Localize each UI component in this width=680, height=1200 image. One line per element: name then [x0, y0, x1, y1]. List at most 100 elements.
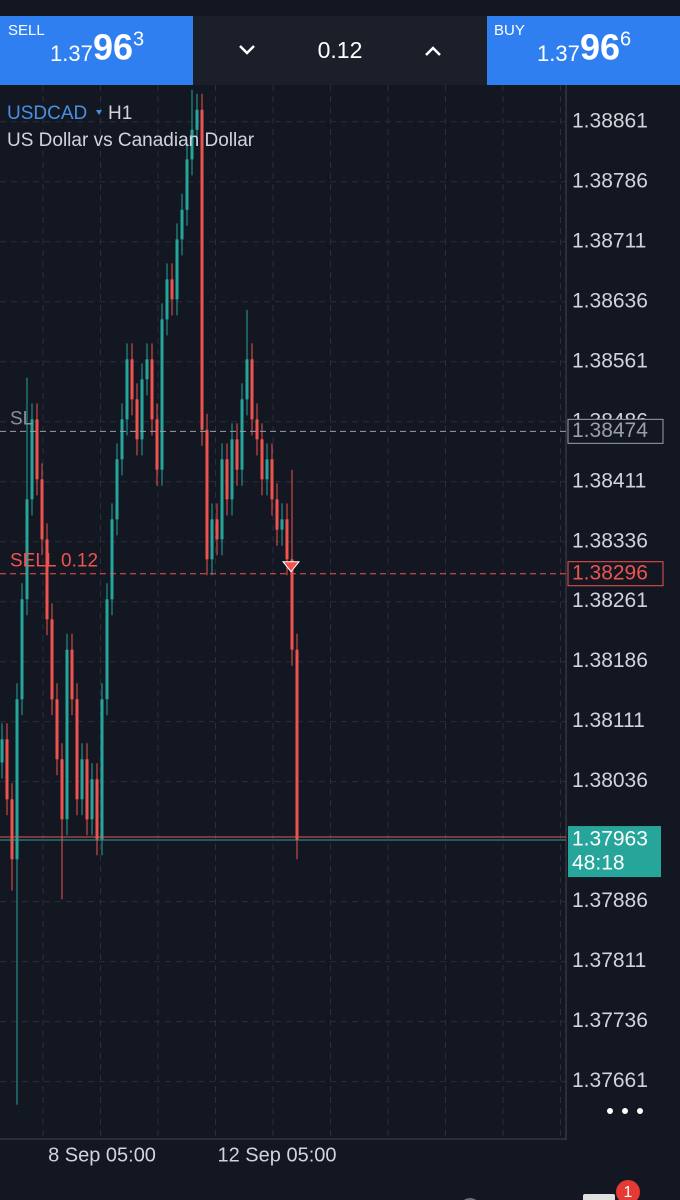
candle-body [150, 359, 154, 420]
badge-count: 1 [624, 1184, 633, 1200]
candle-body [155, 419, 159, 470]
order-arrow [281, 561, 301, 573]
candle-body [165, 279, 169, 320]
y-tick-label: 1.38111 [572, 709, 645, 732]
countdown: 48:18 [572, 852, 625, 875]
candle-body [70, 649, 74, 700]
y-tick-label: 1.38261 [572, 589, 648, 612]
sl-tag [567, 418, 664, 444]
candle-body [230, 439, 234, 500]
sl-label: SL [10, 408, 33, 429]
candle-body [60, 759, 64, 820]
order-label: SELL 0.12 [10, 551, 98, 572]
buy-price-fraction: 6 [620, 28, 631, 50]
y-tick-label: 1.38036 [572, 769, 648, 792]
candle-body [120, 419, 124, 460]
buy-button[interactable] [487, 16, 680, 85]
candle-body [0, 739, 4, 763]
candle-body [255, 419, 259, 440]
increase-volume[interactable] [425, 46, 441, 56]
candle-body [220, 459, 224, 540]
candle-body [200, 109, 204, 430]
candle-body [265, 459, 269, 480]
sell-price-big: 1.37 [50, 41, 93, 66]
y-tick-label: 1.38636 [572, 289, 648, 312]
candle-body [170, 279, 174, 300]
candle-body [55, 699, 59, 760]
candle-body [245, 359, 249, 400]
candle-body [30, 419, 34, 500]
menu-dot[interactable] [607, 1108, 613, 1114]
candle-body [260, 439, 264, 480]
decrease-volume[interactable] [239, 45, 255, 55]
candle-body [125, 359, 129, 420]
candle-body [80, 759, 84, 800]
volume[interactable]: 0.12 [318, 37, 363, 63]
candle-body [95, 779, 99, 840]
nav-icon[interactable] [583, 1194, 615, 1200]
y-tick-label: 1.38561 [572, 349, 648, 372]
candle-body [270, 459, 274, 500]
candle-body [205, 429, 209, 560]
volume-panel [193, 16, 487, 85]
current-price: 1.37963 [572, 828, 648, 851]
menu-dot[interactable] [622, 1108, 628, 1114]
sell-price-fraction: 3 [133, 28, 144, 50]
buy-label: BUY [494, 22, 525, 39]
timeframe[interactable]: H1 [108, 103, 132, 124]
buy-price-pips: 96 [580, 27, 620, 68]
candle-body [240, 399, 244, 470]
order-price: 1.38296 [572, 561, 648, 584]
sell-label: SELL [8, 22, 45, 39]
price-tag [568, 826, 661, 878]
candle-body [175, 239, 179, 300]
candle-body [35, 419, 39, 480]
y-tick-label: 1.38411 [572, 469, 646, 492]
y-tick-label: 1.38786 [572, 169, 648, 192]
sl-price: 1.38474 [572, 419, 648, 442]
sell-button[interactable] [0, 16, 193, 85]
y-tick-label: 1.38861 [572, 109, 648, 132]
candle-body [140, 379, 144, 440]
candle-body [215, 519, 219, 540]
candle-body [100, 699, 104, 840]
buy-price-big: 1.37 [537, 41, 580, 66]
symbol-description: US Dollar vs Canadian Dollar [7, 130, 255, 151]
candle-body [65, 649, 69, 820]
y-tick-label: 1.37661 [572, 1069, 648, 1092]
candle-body [280, 519, 284, 530]
symbol-name[interactable]: USDCAD [7, 103, 87, 124]
candle-body [50, 619, 54, 700]
x-tick-label: 12 Sep 05:00 [218, 1144, 337, 1166]
candle-body [105, 599, 109, 700]
candle-body [250, 359, 254, 420]
x-tick-label: 8 Sep 05:00 [48, 1144, 156, 1166]
candle-body [190, 129, 194, 160]
sell-price-pips: 96 [93, 27, 133, 68]
candle-body [195, 109, 199, 130]
candle-body [5, 739, 9, 800]
notification-badge [616, 1180, 640, 1200]
candle-body [115, 459, 119, 520]
candle-body [285, 519, 289, 560]
symbol-dropdown[interactable] [96, 110, 102, 115]
candle-body [145, 359, 149, 380]
y-tick-label: 1.38186 [572, 649, 648, 672]
candle-body [225, 459, 229, 500]
candle-body [235, 439, 239, 470]
candle-body [40, 479, 44, 540]
order-tag [567, 561, 664, 587]
candle-body [20, 599, 24, 700]
candle-body [290, 559, 294, 650]
candle-body [160, 319, 164, 470]
chart: 1.38861 1.38786 1.38711 1.38636 1.38561 1.384… [0, 85, 664, 1166]
y-tick-label: 1.38711 [572, 229, 646, 252]
candle-body [110, 519, 114, 600]
y-tick-label: 1.37736 [572, 1009, 648, 1032]
candle-body [45, 539, 49, 620]
menu-dot[interactable] [637, 1108, 643, 1114]
y-tick-label: 1.37811 [572, 949, 646, 972]
candle-body [295, 649, 299, 841]
